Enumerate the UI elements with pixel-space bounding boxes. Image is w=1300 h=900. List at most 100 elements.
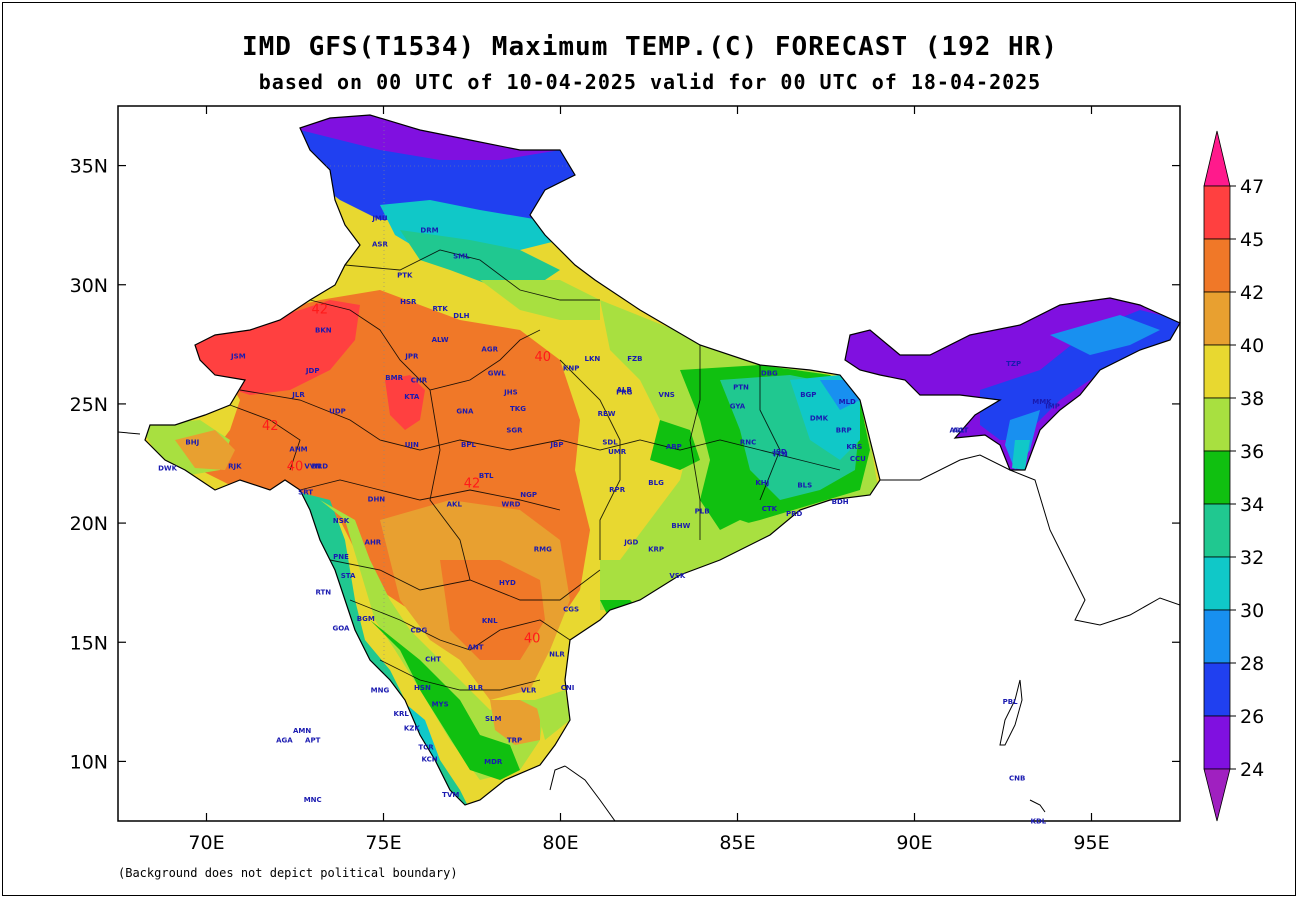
- station-label: SGR: [506, 427, 523, 435]
- station-label: BGP: [800, 391, 816, 399]
- station-label: MMK: [1032, 398, 1052, 406]
- station-label: MNG: [371, 686, 390, 694]
- colorbar-arrow-bottom: [1203, 768, 1231, 822]
- station-label: HYD: [499, 579, 516, 587]
- station-label: VLR: [521, 686, 537, 694]
- station-label: SRT: [298, 488, 313, 496]
- station-label: SML: [453, 253, 470, 261]
- station-label: BLS: [797, 481, 812, 489]
- station-label: GYA: [730, 403, 746, 411]
- station-label: KRS: [846, 443, 862, 451]
- station-label: VVN: [304, 462, 321, 470]
- station-label: JBP: [549, 441, 563, 449]
- station-label: DRM: [420, 226, 438, 234]
- station-label: ALW: [432, 336, 449, 344]
- station-label: NSK: [333, 517, 350, 525]
- colorbar-swatch: [1203, 344, 1231, 399]
- x-tick-label: 95E: [1073, 832, 1109, 854]
- station-label: BTL: [479, 472, 494, 480]
- station-label: CCU: [850, 455, 866, 463]
- station-label: JLR: [291, 391, 305, 399]
- station-label: RMG: [534, 546, 552, 554]
- x-tick-label: 70E: [188, 832, 224, 854]
- station-label: TVM: [442, 791, 459, 799]
- station-label: HSN: [414, 684, 431, 692]
- station-label: CNB: [1009, 774, 1025, 782]
- station-label: ABP: [666, 443, 682, 451]
- station-label: UMR: [608, 448, 627, 456]
- colorbar-label: 47: [1240, 176, 1264, 198]
- station-label: GOA: [333, 624, 351, 632]
- colorbar-arrow-top: [1203, 130, 1231, 187]
- x-tick-label: 85E: [719, 832, 755, 854]
- x-tick-label: 75E: [365, 832, 401, 854]
- colorbar-label: 24: [1240, 759, 1264, 781]
- station-label: CHT: [425, 655, 441, 663]
- station-label: NGP: [520, 491, 537, 499]
- station-label: JSM: [230, 353, 246, 361]
- y-tick-label: 10N: [70, 751, 108, 773]
- colorbar-swatch: [1203, 185, 1231, 240]
- station-label: KNL: [482, 617, 498, 625]
- station-labels: JSM BKN JDP JLR UDP BHJ AHM VVN RJK BRD DWK SRT DHN N…: [158, 214, 1060, 825]
- station-label: RTN: [315, 589, 331, 597]
- state-boundaries: [229, 249, 841, 691]
- station-label: FZB: [627, 355, 642, 363]
- station-label: PNE: [333, 553, 349, 561]
- station-label: JHS: [503, 388, 518, 396]
- colorbar-swatch: [1203, 238, 1231, 293]
- station-label: SDL: [602, 438, 618, 446]
- y-tick-label: 30N: [70, 275, 108, 297]
- station-label: KTA: [404, 393, 420, 401]
- station-label: VNS: [659, 391, 675, 399]
- station-label: DBG: [761, 369, 778, 377]
- station-label: AGT: [953, 427, 969, 435]
- station-label: JDP: [305, 367, 320, 375]
- colorbar-swatch: [1203, 291, 1231, 346]
- station-label: MDR: [484, 758, 503, 766]
- colorbar-label: 32: [1240, 547, 1264, 569]
- y-tick-label: 35N: [70, 156, 108, 178]
- station-label: PRD: [786, 510, 803, 518]
- station-label: CTK: [762, 505, 778, 513]
- station-label: KNP: [563, 365, 579, 373]
- station-label: JSD: [772, 448, 787, 456]
- station-label: AGA: [276, 736, 293, 744]
- station-label: PRG: [616, 388, 633, 396]
- station-label: RTK: [432, 305, 448, 313]
- station-label: MLD: [839, 398, 856, 406]
- colorbar-label: 34: [1240, 494, 1264, 516]
- station-label: STA: [341, 572, 356, 580]
- colorbar-label: 42: [1240, 282, 1264, 304]
- station-label: APT: [305, 736, 321, 744]
- contour-label: 40: [535, 350, 552, 365]
- station-label: AKL: [447, 500, 463, 508]
- coastlines: [118, 431, 1180, 821]
- contour-label: 42: [262, 419, 279, 434]
- station-label: UDP: [329, 407, 346, 415]
- x-axis: 70E 75E 80E 85E 90E 95E: [188, 106, 1110, 854]
- station-label: RJK: [228, 462, 242, 470]
- station-label: PTK: [397, 272, 413, 280]
- colorbar-label: 45: [1240, 229, 1264, 251]
- colorbar-label: 30: [1240, 600, 1264, 622]
- station-label: JGD: [623, 539, 638, 547]
- station-label: BHW: [671, 522, 690, 530]
- station-label: ALB: [617, 386, 632, 394]
- station-label: JPR: [404, 353, 419, 361]
- map-title: IMD GFS(T1534) Maximum TEMP.(C) FORECAST…: [241, 32, 1058, 62]
- station-label: MYS: [432, 701, 449, 709]
- colorbar-swatch: [1203, 450, 1231, 505]
- station-label: WRD: [501, 500, 520, 508]
- y-tick-label: 25N: [70, 394, 108, 416]
- colorbar-swatch: [1203, 503, 1231, 558]
- station-label: REW: [598, 410, 616, 418]
- contour-label: 40: [524, 631, 541, 646]
- station-label: TRP: [507, 736, 522, 744]
- station-label: DHN: [368, 496, 386, 504]
- station-label: AHR: [365, 539, 382, 547]
- station-label: AHM: [289, 446, 307, 454]
- contour-labels: 42 40 42 40 42 40: [262, 302, 551, 646]
